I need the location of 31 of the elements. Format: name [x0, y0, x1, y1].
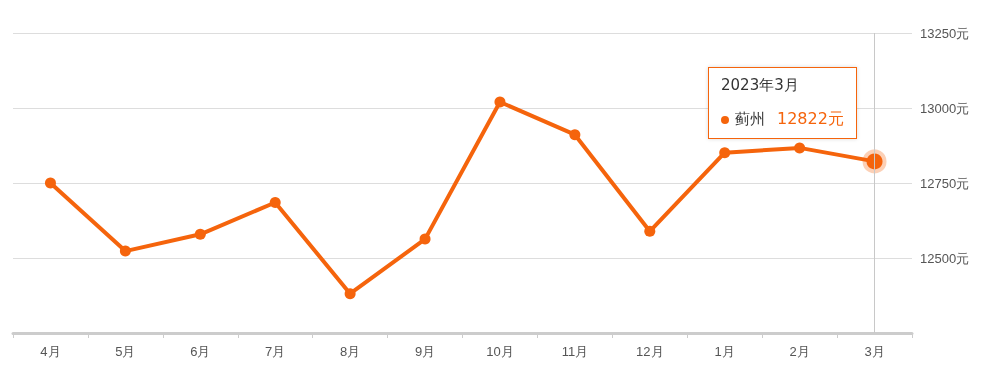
annotation: 2023年3月 — [721, 76, 800, 95]
point — [119, 245, 131, 257]
x-tick-label: 3月 — [864, 344, 885, 359]
legend-label: 蓟州 — [735, 110, 765, 129]
point — [644, 225, 656, 237]
point — [44, 177, 56, 189]
point — [419, 233, 431, 245]
point — [344, 288, 356, 300]
point — [494, 96, 506, 108]
y-tick-label: 12750元 — [920, 175, 970, 191]
tooltip-box: 2023年3月 蓟州 12822元 — [708, 67, 857, 139]
x-tick-label: 11月 — [561, 344, 589, 359]
x-tick-label: 10月 — [486, 344, 514, 359]
point — [794, 142, 806, 154]
x-tick-label: 9月 — [414, 344, 436, 359]
point — [269, 197, 281, 208]
y-tick-label: 12500元 — [920, 250, 970, 266]
x-tick-label: 1月 — [714, 344, 735, 359]
point — [719, 147, 731, 159]
point — [194, 228, 206, 240]
x-tick-label: 8月 — [340, 344, 361, 359]
x-tick-label: 6月 — [190, 344, 211, 359]
x-tick-label: 4月 — [40, 344, 61, 359]
point — [569, 129, 581, 141]
x-tick-label: 12月 — [636, 344, 664, 359]
y-tick-label: 13000元 — [920, 100, 970, 116]
annotation: 12822元 — [777, 109, 844, 130]
x-tick-label: 5月 — [115, 344, 136, 359]
x-tick-label: 7月 — [265, 344, 286, 359]
x-tick-label: 2月 — [789, 344, 810, 359]
y-tick-label: 13250元 — [920, 25, 970, 41]
